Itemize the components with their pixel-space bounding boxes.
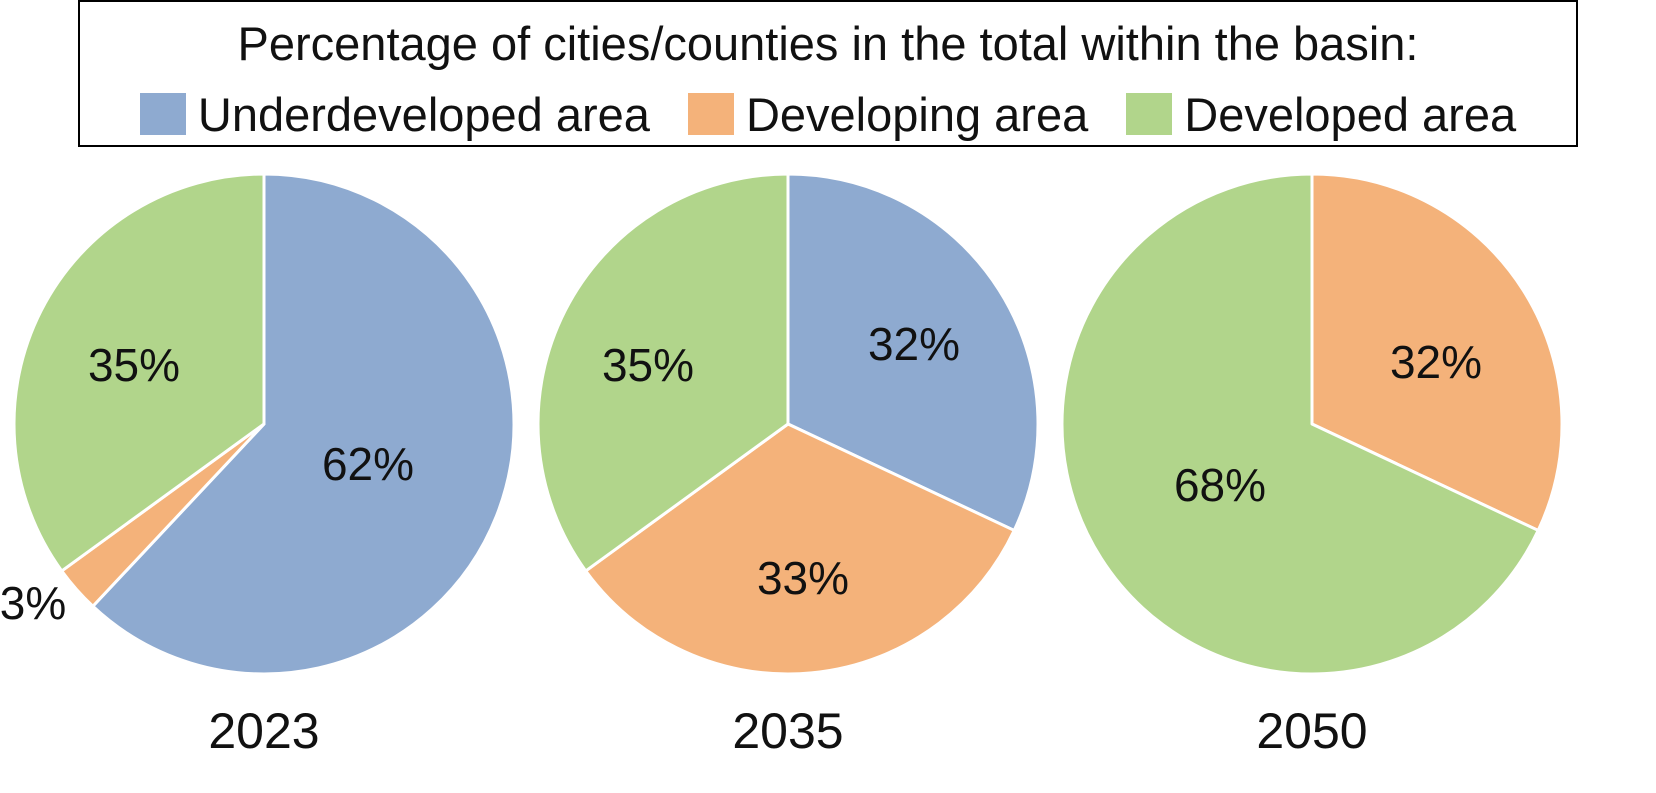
data-label-2035-1: 32%	[868, 318, 960, 370]
data-label-2035-3: 35%	[602, 339, 694, 391]
pie-slice-2035-developing-area	[584, 422, 1016, 676]
legend-swatch-underdeveloped	[139, 93, 186, 135]
pie-slice-2023-underdeveloped-area	[91, 172, 516, 676]
data-label-2050-1: 32%	[1390, 336, 1482, 388]
data-label-2050-2: 68%	[1174, 459, 1266, 511]
legend: Percentage of cities/counties in the tot…	[78, 0, 1578, 147]
legend-entry-developing: Developing area	[687, 87, 1089, 142]
data-label-2023-2: 3%	[0, 577, 66, 629]
pie-slice-2050-developed-area	[1060, 172, 1540, 676]
legend-title: Percentage of cities/counties in the tot…	[237, 17, 1419, 70]
pie-slice-2050-developing-area	[1310, 172, 1564, 532]
legend-entry-underdeveloped: Underdeveloped area	[139, 87, 650, 142]
data-label-2035-2: 33%	[757, 552, 849, 604]
pie-slice-2035-developed-area	[536, 172, 790, 573]
pie-title-2023: 2023	[208, 703, 319, 759]
data-label-2023-3: 35%	[88, 339, 180, 391]
pie-title-2050: 2050	[1256, 703, 1367, 759]
pie-title-2035: 2035	[732, 703, 843, 759]
data-label-2023-1: 62%	[322, 438, 414, 490]
legend-entries: Underdeveloped area Developing area Deve…	[80, 86, 1576, 142]
legend-label-underdeveloped: Underdeveloped area	[197, 87, 650, 141]
legend-swatch-developing	[687, 93, 734, 135]
pie-slice-2023-developed-area	[12, 172, 266, 573]
legend-swatch-developed	[1126, 93, 1173, 135]
pie-slice-2035-underdeveloped-area	[786, 172, 1040, 532]
legend-label-developed: Developed area	[1184, 87, 1517, 141]
legend-label-developing: Developing area	[745, 87, 1089, 141]
legend-entry-developed: Developed area	[1126, 87, 1516, 142]
